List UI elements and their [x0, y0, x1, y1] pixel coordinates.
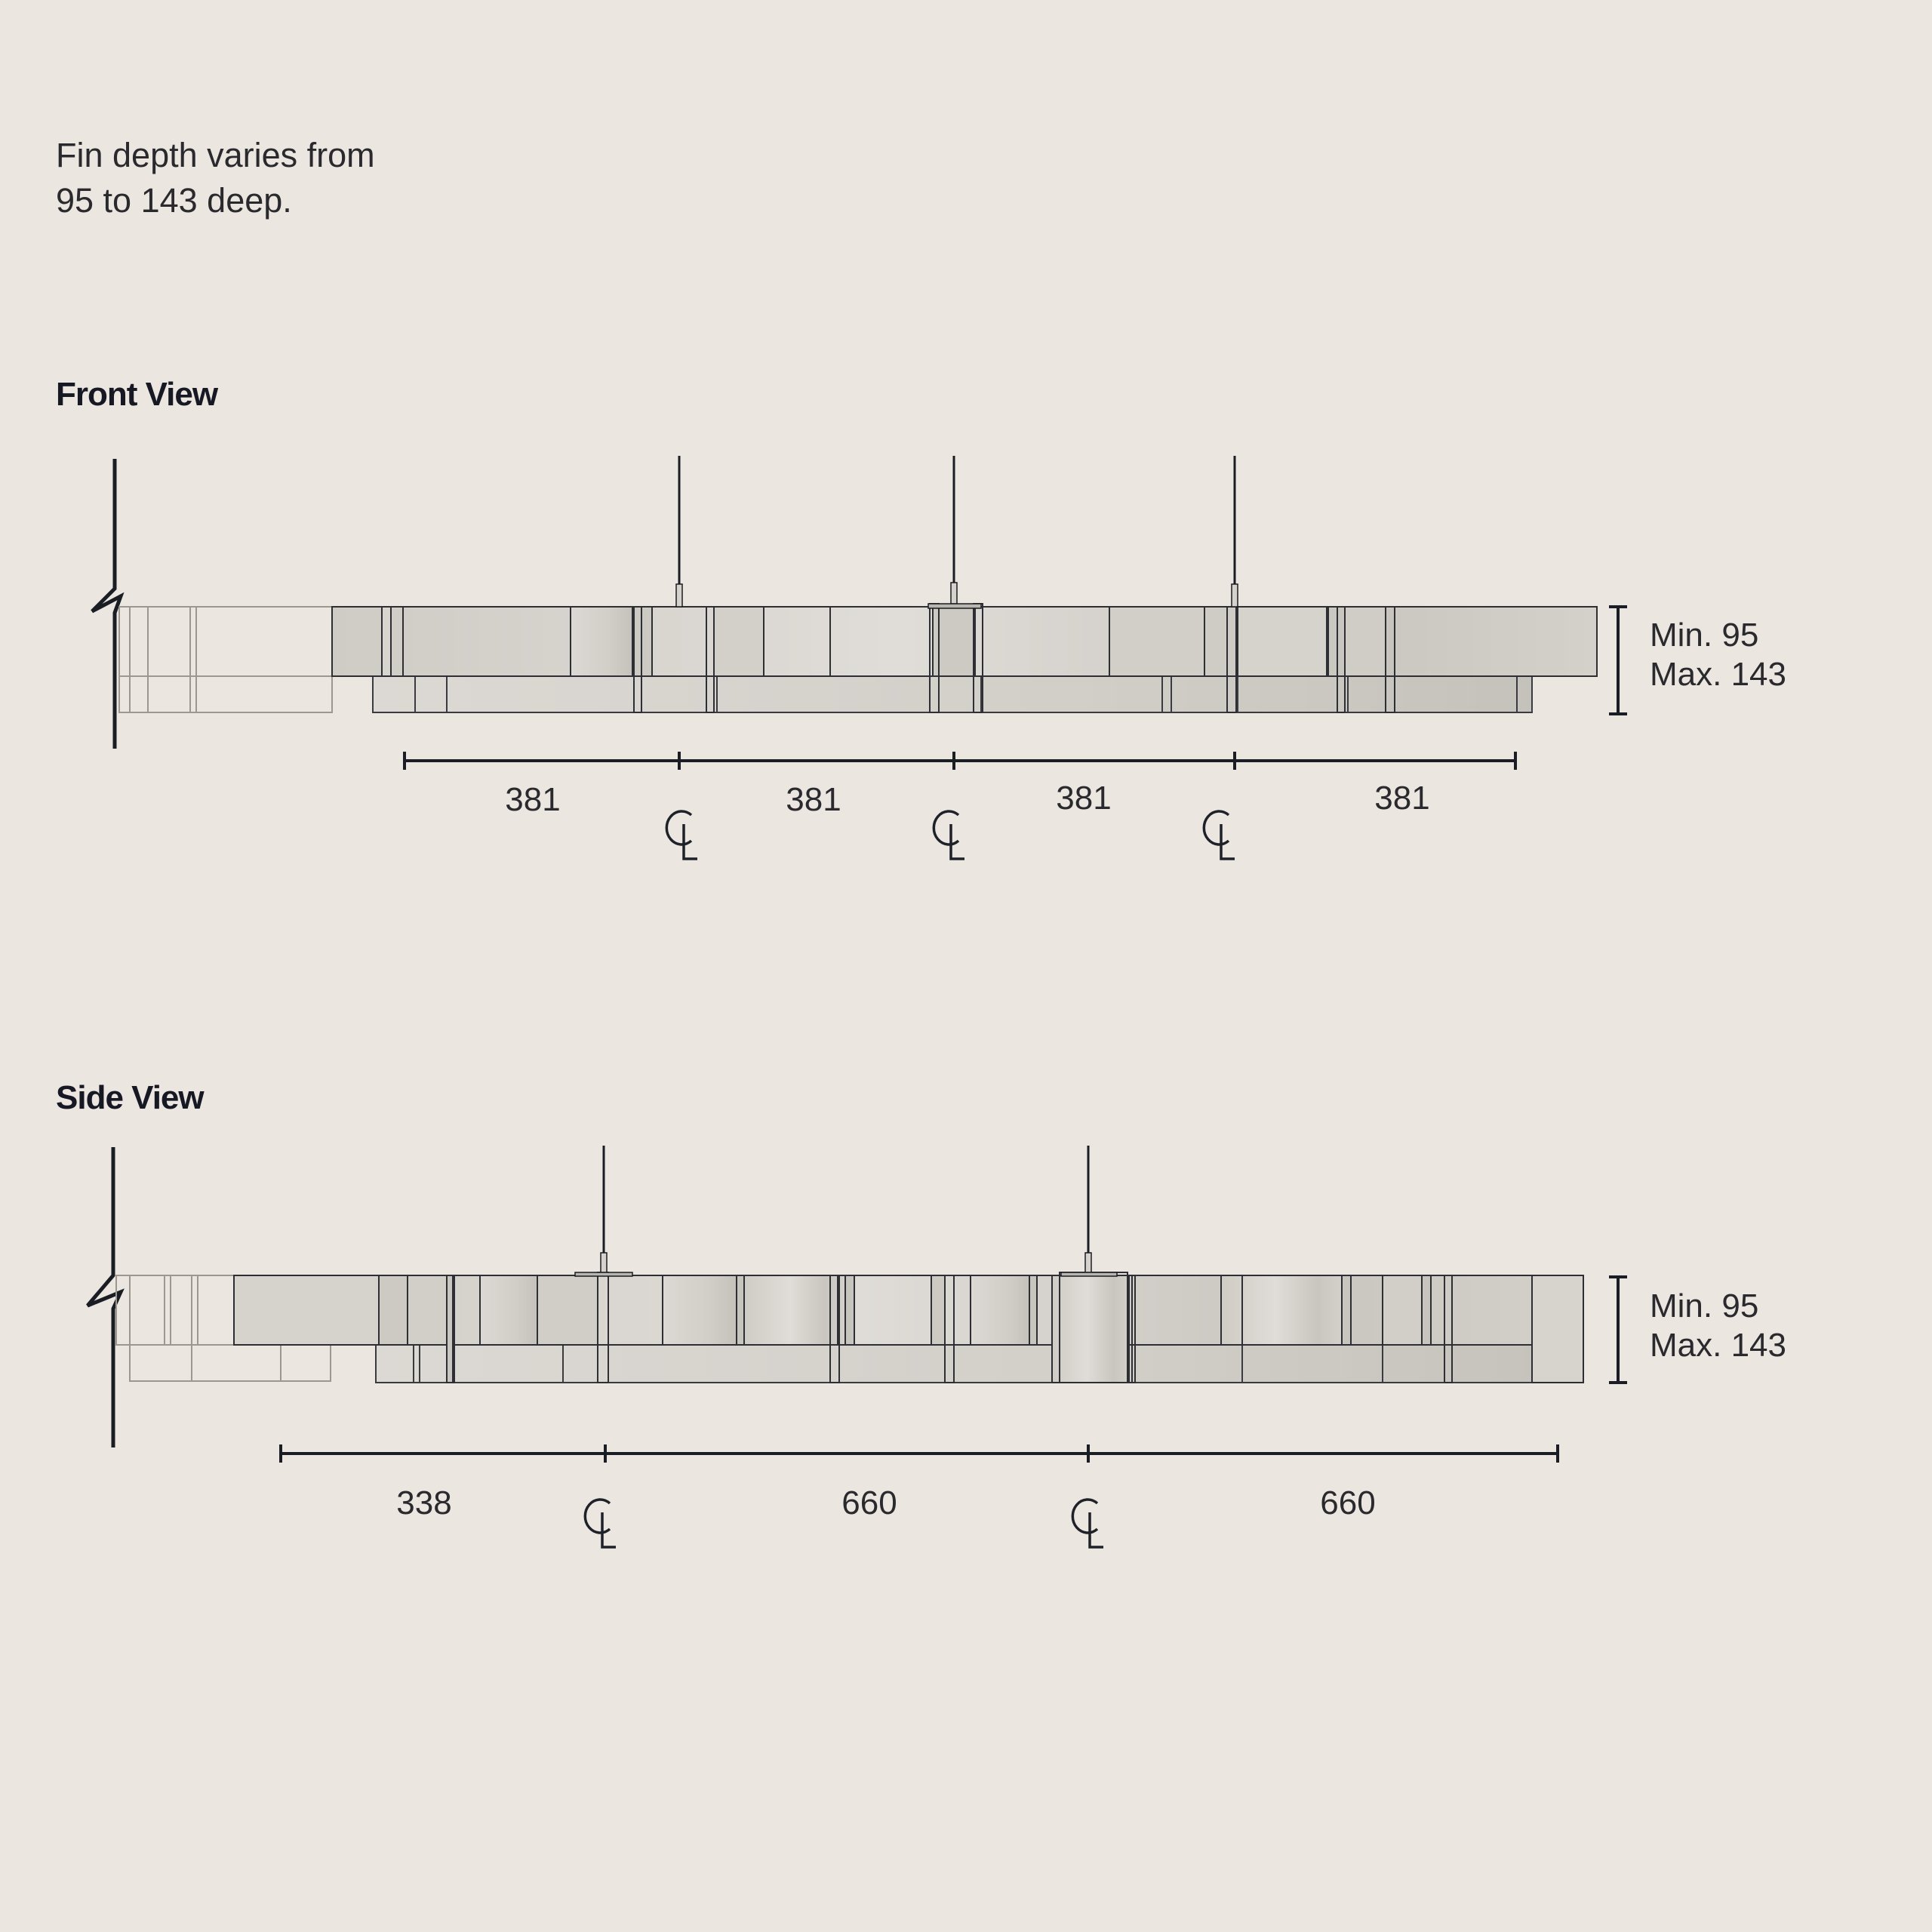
side-centerline-symbol-1 — [583, 1498, 616, 1549]
front-centerline-symbol-2 — [932, 810, 964, 860]
side-dimension-2: 660 — [841, 1484, 897, 1521]
front-centerline-symbol-1 — [665, 810, 697, 860]
front-depth-min-label: Min. 95 — [1650, 617, 1758, 654]
side-wall-break-line — [86, 1147, 125, 1447]
front-depth-max-label: Max. 143 — [1650, 656, 1786, 693]
front-dimension-4: 381 — [1374, 780, 1429, 817]
fin-depth-note: Fin depth varies from 95 to 143 deep. — [56, 133, 375, 223]
side-dimension-3: 660 — [1320, 1484, 1375, 1521]
side-lower-fins — [375, 1344, 1584, 1383]
front-suspension-cables — [675, 456, 1238, 609]
front-centerline-symbol-3 — [1202, 810, 1235, 860]
front-view-drawing: Min. 95 Max. 143 381 381 381 381 — [91, 456, 1786, 860]
front-dimension-line — [403, 752, 1517, 770]
side-dimension-1: 338 — [396, 1484, 451, 1521]
side-upper-fins — [233, 1275, 1584, 1383]
side-hanger-posts — [446, 1272, 1453, 1383]
side-centerline-symbol-2 — [1071, 1498, 1103, 1549]
front-depth-dimension — [1609, 605, 1627, 715]
front-dimension-2: 381 — [786, 781, 841, 818]
front-ghost-outline — [118, 606, 333, 713]
front-wall-break-line — [91, 459, 125, 749]
side-ghost-outline — [115, 1275, 331, 1382]
side-dimension-line — [279, 1444, 1559, 1463]
front-dimension-1: 381 — [505, 781, 560, 818]
front-dimension-3: 381 — [1056, 780, 1111, 817]
front-upper-fins — [331, 606, 1598, 677]
side-depth-min-label: Min. 95 — [1650, 1287, 1758, 1324]
front-lower-fins — [372, 671, 1533, 713]
side-suspension-cables — [574, 1146, 1118, 1277]
side-view-drawing: Min. 95 Max. 143 338 660 660 — [86, 1146, 1786, 1549]
fin-depth-note-line-1: Fin depth varies from — [56, 136, 375, 174]
fin-depth-note-line-2: 95 to 143 deep. — [56, 181, 292, 220]
side-depth-dimension — [1609, 1275, 1627, 1384]
side-depth-max-label: Max. 143 — [1650, 1327, 1786, 1364]
front-view-heading: Front View — [56, 376, 218, 413]
side-view-heading: Side View — [56, 1079, 205, 1116]
